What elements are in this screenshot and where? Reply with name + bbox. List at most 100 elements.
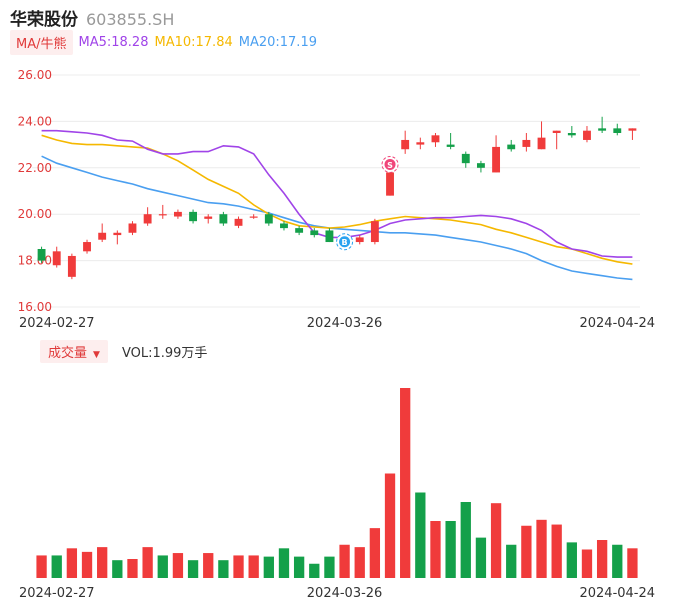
ma20-label: MA20:17.19 xyxy=(238,34,317,50)
buy-marker: B xyxy=(336,233,354,251)
x-tick-label: 2024-02-27 xyxy=(19,586,95,601)
volume-bar xyxy=(460,502,471,578)
candle xyxy=(461,151,470,168)
candle-body xyxy=(204,216,213,219)
candle-body xyxy=(370,221,379,243)
volume-bar xyxy=(127,559,138,578)
candle xyxy=(431,133,440,147)
candle xyxy=(492,135,501,173)
ma-lines xyxy=(41,129,633,281)
candle xyxy=(522,133,531,152)
volume-bar xyxy=(187,560,199,578)
marker-dot xyxy=(339,236,351,248)
stock-name: 华荣股份 xyxy=(10,10,78,30)
candle-body xyxy=(98,232,107,240)
x-tick-label: 2024-04-24 xyxy=(579,586,655,601)
volume-bar xyxy=(203,553,214,578)
candle xyxy=(295,225,304,236)
candle xyxy=(189,209,198,224)
volume-x-axis: 2024-02-27 2024-03-26 2024-04-24 xyxy=(19,586,655,601)
marker-glyph: B xyxy=(342,238,348,247)
volume-bars xyxy=(36,388,638,578)
candle-body xyxy=(173,211,182,217)
candle-body xyxy=(189,211,198,222)
candle-body xyxy=(37,249,46,261)
ma10-line xyxy=(41,134,633,265)
volume-bar xyxy=(51,555,62,578)
marker-dot xyxy=(384,158,396,170)
volume-bar xyxy=(445,521,456,578)
candle-body xyxy=(598,128,607,131)
candle xyxy=(567,126,576,138)
volume-bar xyxy=(430,521,441,578)
candle xyxy=(67,253,76,280)
candles xyxy=(37,116,637,280)
price-grid xyxy=(32,74,640,308)
candle xyxy=(355,235,364,245)
volume-bar xyxy=(142,547,153,578)
x-tick-label: 2024-02-27 xyxy=(19,316,95,331)
candle-body xyxy=(401,139,410,150)
ma5-line xyxy=(41,129,633,258)
candle xyxy=(158,204,167,219)
candle-body xyxy=(537,137,546,150)
candle-body xyxy=(628,128,637,131)
volume-bar xyxy=(293,556,305,578)
candle-body xyxy=(113,232,122,236)
candle-body xyxy=(280,223,288,229)
candle xyxy=(507,139,516,152)
candle xyxy=(219,211,228,226)
volume-bar xyxy=(324,556,335,578)
candle xyxy=(280,221,288,231)
volume-bar xyxy=(475,537,487,578)
candle xyxy=(37,246,46,263)
y-tick-label: 16.00 xyxy=(18,300,52,314)
candle xyxy=(83,239,91,254)
volume-bar xyxy=(339,544,350,578)
volume-bar xyxy=(248,555,259,578)
ma-legend: MA/牛熊 MA5:18.28 MA10:17.84 MA20:17.19 xyxy=(10,29,323,55)
candle xyxy=(552,130,561,150)
volume-bar xyxy=(66,548,78,578)
volume-bar xyxy=(627,548,638,578)
y-tick-label: 22.00 xyxy=(18,161,52,175)
candle xyxy=(583,126,591,143)
candle xyxy=(173,209,182,219)
volume-selector-button[interactable]: 成交量 ▼ xyxy=(40,339,108,363)
candle-body xyxy=(386,172,394,196)
candle xyxy=(386,172,394,196)
marker-glyph: S xyxy=(387,161,393,170)
ma-selector-button[interactable]: MA/牛熊 xyxy=(10,29,73,55)
volume-bar xyxy=(400,388,411,578)
candle xyxy=(204,214,213,224)
volume-bar xyxy=(551,524,562,578)
y-tick-label: 24.00 xyxy=(18,114,52,128)
candle xyxy=(401,130,410,154)
candle-body xyxy=(325,230,334,243)
volume-bar xyxy=(536,519,547,578)
volume-bar xyxy=(263,556,274,578)
volume-bar xyxy=(384,473,396,578)
candle xyxy=(325,228,334,243)
volume-bar xyxy=(309,563,320,578)
candle xyxy=(370,218,379,245)
candle-body xyxy=(219,214,228,224)
volume-value: VOL:1.99万手 xyxy=(121,345,208,361)
candle-body xyxy=(567,133,576,136)
candle-body xyxy=(249,216,258,218)
candle xyxy=(264,211,273,226)
candle-body xyxy=(522,139,531,147)
candle xyxy=(128,221,137,236)
volume-bar xyxy=(36,555,47,578)
volume-bar xyxy=(581,549,593,578)
candle xyxy=(249,214,258,219)
candle xyxy=(234,216,243,229)
volume-bar xyxy=(172,553,184,578)
candle-body xyxy=(446,144,455,147)
volume-bar xyxy=(521,525,532,578)
candle xyxy=(416,137,425,150)
x-tick-label: 2024-03-26 xyxy=(307,316,383,331)
candle-body xyxy=(83,242,91,252)
candle xyxy=(98,223,107,243)
